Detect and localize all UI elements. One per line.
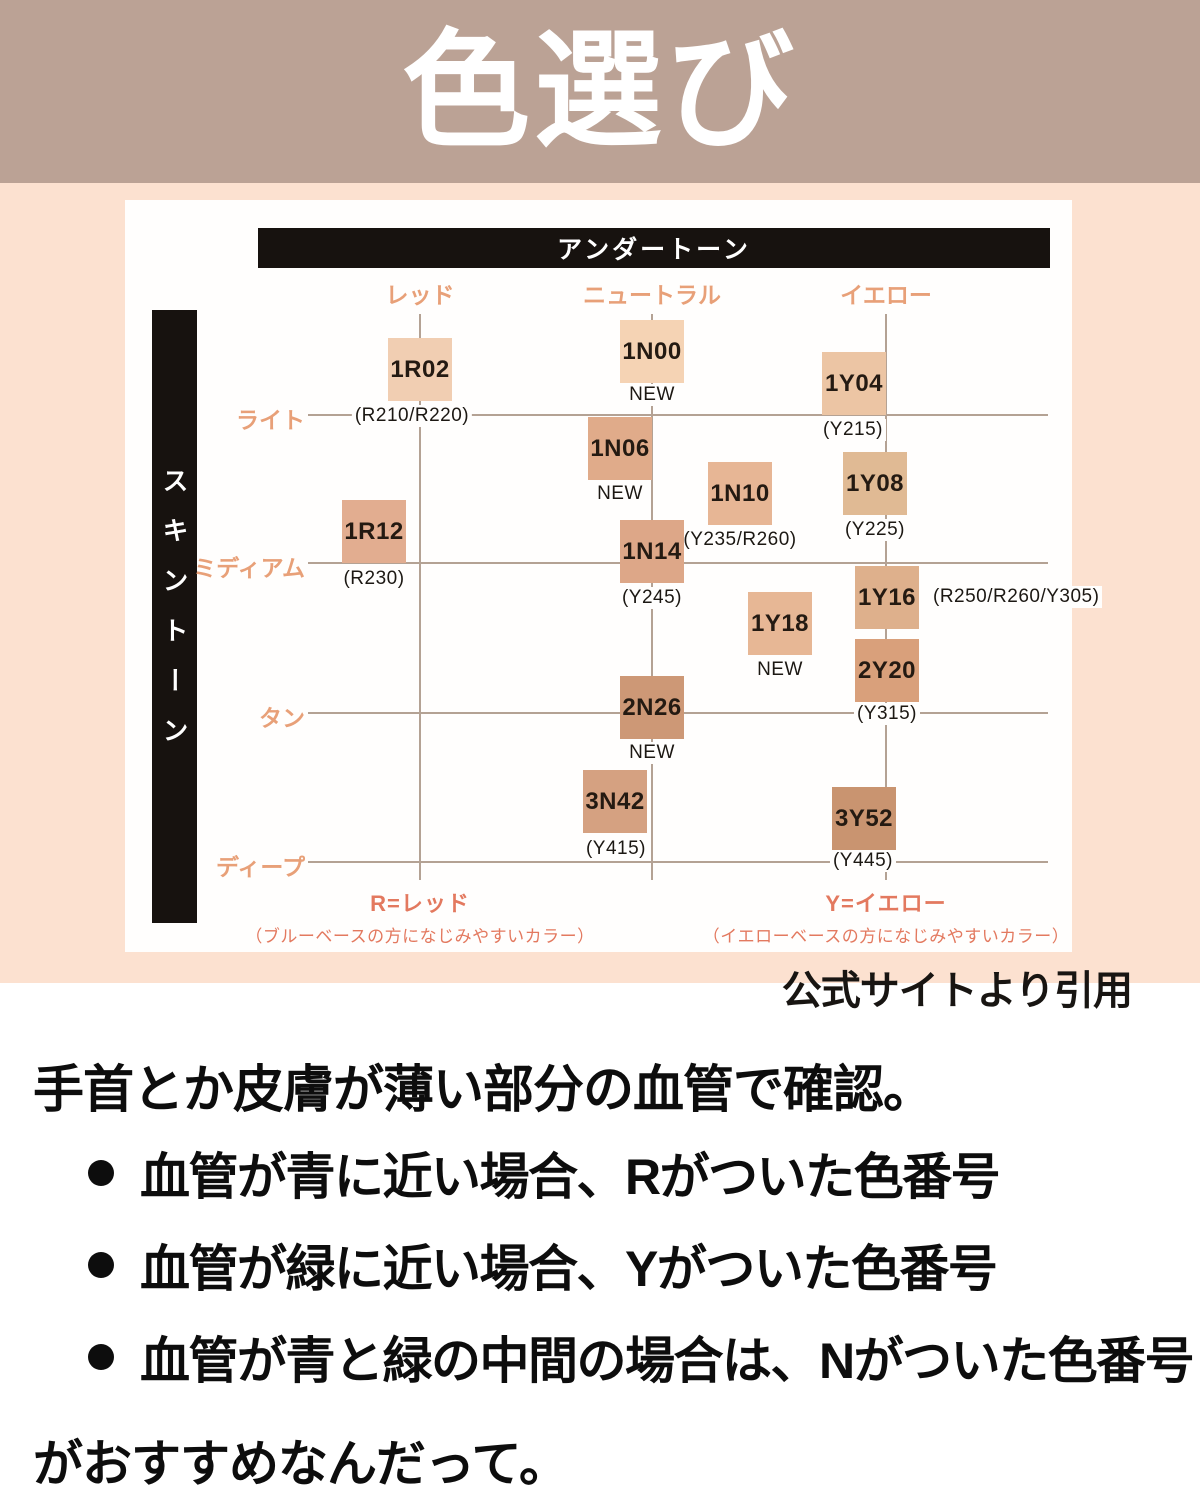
shade-code-label: 2N26 [622,693,682,721]
shade-code-label: 1N14 [622,537,682,565]
shade-sub-label: NEW [626,384,678,406]
notes-bullet-list: 血管が青に近い場合、Rがついた色番号 血管が緑に近い場合、Yがついた色番号血管が青… [88,1142,1195,1418]
legend-title: R=レッド [370,891,470,916]
note-bullet-text: 血管が青に近い場合、Rがついた色番号 [140,1149,1001,1205]
shade-code-label: 1N06 [590,434,650,462]
legend-description: （イエローベースの方になじみやすいカラー） [702,927,1070,946]
undertone-legend: Y=イエロー （イエローベースの方になじみやすいカラー） [703,886,1069,947]
shade-code-label: 3N42 [585,787,645,815]
grid-line-horizontal [308,414,1048,416]
shade-sub-label: (Y215) [819,419,887,441]
note-bullet: 血管が青に近い場合、Rがついた色番号 [88,1142,1188,1205]
undertone-column-label: イエロー [840,282,932,308]
shade-code-label: 1Y08 [845,469,905,497]
swatch-1N10: 1N10 [708,462,772,525]
shade-code-label: 2Y20 [857,656,917,684]
shade-code-label: 1R02 [390,355,450,383]
swatch-3N42: 3N42 [583,770,647,833]
bullet-dot-icon [88,1344,114,1370]
shade-code-label: 1N10 [710,479,770,507]
swatch-1N00: 1N00 [620,320,684,383]
skintone-sidebar-label: スキントーン [159,466,189,767]
swatch-1Y18: 1Y18 [748,592,812,655]
undertone-header-label: アンダートーン [557,236,751,264]
legend-title: Y=イエロー [825,891,947,916]
skintone-sidebar: スキントーン [152,310,197,923]
swatch-2Y20: 2Y20 [855,639,919,702]
shade-sub-label: NEW [626,742,678,764]
note-bullet-text: 血管が緑に近い場合、Yがついた色番号 [140,1241,998,1297]
shade-sub-label: (R230) [340,568,408,590]
shade-code-label: 1Y04 [824,369,884,397]
swatch-1N14: 1N14 [620,520,684,583]
notes-heading: 手首とか皮膚が薄い部分の血管で確認。 [33,1061,934,1118]
shade-code-label: 1N00 [622,337,682,365]
swatch-3Y52: 3Y52 [832,787,896,850]
shade-sub-label: (Y315) [853,703,921,725]
title-band: 色選び [0,0,1200,183]
swatch-1N06: 1N06 [588,417,652,480]
shade-sub-label: (R210/R220) [351,405,473,427]
undertone-column-label: ニュートラル [583,282,721,308]
undertone-header-bar: アンダートーン [258,228,1050,268]
note-bullet-text: 血管が青と緑の中間の場合は、Nがついた色番号 [140,1333,1195,1389]
skintone-row-label: ライト [236,407,305,433]
shade-sub-label: (Y445) [829,850,897,872]
undertone-legend: R=レッド （ブルーベースの方になじみやすいカラー） [245,886,594,947]
shade-sub-label: (Y235/R260) [680,529,800,551]
grid-line-horizontal [308,861,1048,863]
grid-line-vertical [419,314,421,880]
notes-closing: がおすすめなんだって。 [33,1436,569,1492]
citation-text: 公式サイトより引用 [781,969,1133,1013]
skintone-row-label: ミディアム [193,555,305,581]
shade-code-label: 3Y52 [834,804,894,832]
undertone-column-label: レッド [385,282,455,308]
shade-sub-label: (Y415) [582,838,650,860]
shade-code-label: 1R12 [344,517,404,545]
shade-sub-label: NEW [754,659,806,681]
shade-sub-label: NEW [594,483,646,505]
bullet-dot-icon [88,1160,114,1186]
shade-sub-label: (Y225) [841,519,909,541]
skintone-row-label: タン [259,705,305,731]
swatch-1R12: 1R12 [342,500,406,563]
shade-code-label: 1Y16 [857,583,917,611]
swatch-1Y04: 1Y04 [822,352,886,415]
swatch-1Y08: 1Y08 [843,452,907,515]
bullet-dot-icon [88,1252,114,1278]
note-bullet: 血管が青と緑の中間の場合は、Nがついた色番号 [88,1326,1195,1389]
page-title: 色選び [401,19,798,163]
swatch-1Y16: 1Y16 [855,566,919,629]
shade-sub-label: (Y245) [618,587,686,609]
shade-chart: アンダートーン スキントーン レッド ニュートラル イエローライトミディアムタンディ… [152,228,1103,947]
swatch-1R02: 1R02 [388,338,452,401]
swatch-2N26: 2N26 [620,676,684,739]
shade-code-label: 1Y18 [750,609,810,637]
legend-description: （ブルーベースの方になじみやすいカラー） [245,927,595,946]
note-bullet: 血管が緑に近い場合、Yがついた色番号 [88,1234,1188,1297]
skintone-row-label: ディープ [215,854,305,880]
shade-sub-label: (R250/R260/Y305) [930,586,1103,608]
